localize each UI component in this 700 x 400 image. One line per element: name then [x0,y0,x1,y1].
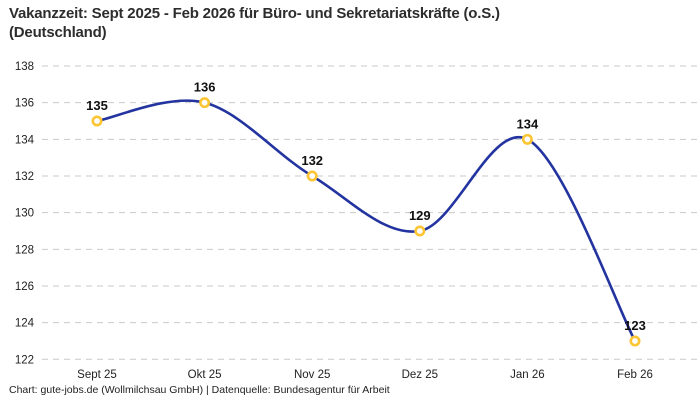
data-point-label: 129 [409,208,431,223]
chart-attribution: Chart: gute-jobs.de (Wollmilchsau GmbH) … [9,384,390,396]
data-point-marker [91,115,103,127]
data-point-label: 123 [624,318,646,333]
y-tick-label: 122 [15,354,34,366]
data-point-marker [629,335,641,347]
y-tick-label: 136 [15,98,34,110]
data-point-label: 136 [194,80,216,95]
x-tick-label: Okt 25 [188,369,222,381]
y-tick-label: 126 [15,281,34,293]
x-tick-label: Feb 26 [617,369,653,381]
y-tick-label: 128 [15,244,34,256]
data-point-label: 132 [301,153,323,168]
series-line [95,99,637,343]
x-tick-label: Nov 25 [294,369,330,381]
chart-title-line-2: (Deutschland) [9,24,107,42]
y-tick-label: 138 [15,61,34,73]
y-tick-label: 134 [15,134,35,146]
chart-title-line-1: Vakanzzeit: Sept 2025 - Feb 2026 für Bür… [9,5,500,22]
x-tick-label: Dez 25 [402,369,438,381]
data-point-label: 134 [517,116,539,131]
chart-title: Vakanzzeit: Sept 2025 - Feb 2026 für Bür… [9,4,500,42]
data-point-marker [306,170,318,182]
x-tick-label: Sept 25 [77,369,117,381]
y-tick-label: 124 [15,318,35,330]
data-point-marker [414,225,426,237]
x-tick-label: Jan 26 [510,369,545,381]
data-point-marker [199,97,211,109]
y-tick-label: 130 [15,208,34,220]
data-point-label: 135 [86,98,108,113]
y-tick-label: 132 [15,171,34,183]
data-point-marker [521,133,533,145]
